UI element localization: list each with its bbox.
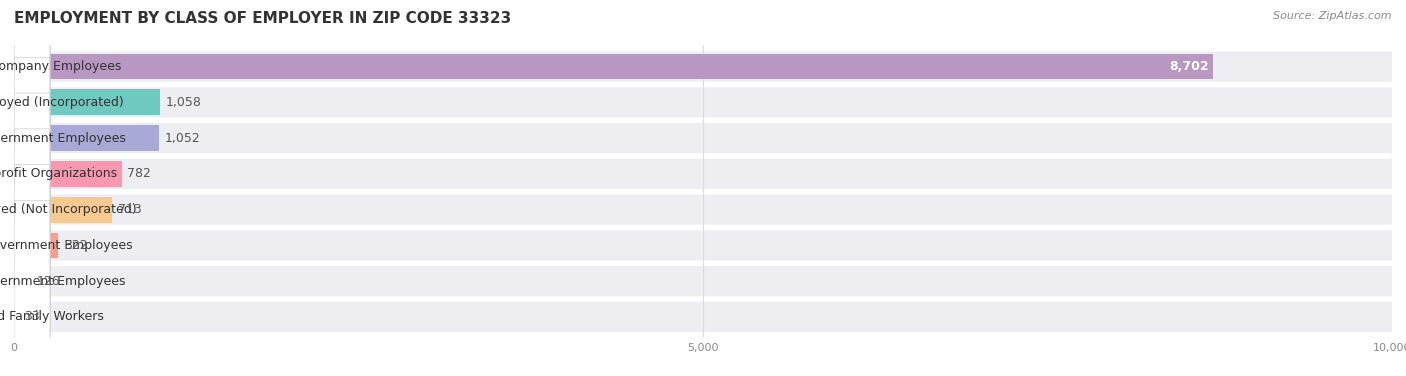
FancyBboxPatch shape — [14, 0, 51, 183]
FancyBboxPatch shape — [14, 302, 1392, 332]
FancyBboxPatch shape — [14, 57, 51, 290]
Bar — [14, 197, 112, 223]
Text: State Government Employees: State Government Employees — [0, 275, 125, 288]
Text: Federal Government Employees: Federal Government Employees — [0, 239, 132, 252]
Text: Source: ZipAtlas.com: Source: ZipAtlas.com — [1274, 11, 1392, 21]
Bar — [14, 304, 18, 330]
Text: Private Company Employees: Private Company Employees — [0, 60, 122, 73]
FancyBboxPatch shape — [14, 21, 51, 255]
Text: 1,058: 1,058 — [166, 96, 201, 109]
Text: Self-Employed (Incorporated): Self-Employed (Incorporated) — [0, 96, 124, 109]
FancyBboxPatch shape — [14, 266, 1392, 296]
Bar — [14, 125, 159, 151]
Text: Not-for-profit Organizations: Not-for-profit Organizations — [0, 167, 118, 180]
FancyBboxPatch shape — [14, 159, 1392, 189]
Text: EMPLOYMENT BY CLASS OF EMPLOYER IN ZIP CODE 33323: EMPLOYMENT BY CLASS OF EMPLOYER IN ZIP C… — [14, 11, 512, 26]
FancyBboxPatch shape — [14, 0, 51, 219]
FancyBboxPatch shape — [14, 129, 51, 362]
Text: Unpaid Family Workers: Unpaid Family Workers — [0, 311, 104, 323]
Text: Local Government Employees: Local Government Employees — [0, 132, 125, 145]
Text: 33: 33 — [24, 311, 39, 323]
Bar — [14, 161, 122, 187]
FancyBboxPatch shape — [14, 165, 51, 376]
Text: 782: 782 — [128, 167, 152, 180]
FancyBboxPatch shape — [14, 93, 51, 326]
FancyBboxPatch shape — [14, 123, 1392, 153]
FancyBboxPatch shape — [14, 230, 1392, 261]
Bar — [14, 54, 1213, 79]
Bar — [14, 89, 160, 115]
Text: 322: 322 — [63, 239, 87, 252]
Bar — [14, 232, 59, 258]
Text: 126: 126 — [37, 275, 60, 288]
Text: 713: 713 — [118, 203, 142, 216]
Text: Self-Employed (Not Incorporated): Self-Employed (Not Incorporated) — [0, 203, 136, 216]
FancyBboxPatch shape — [14, 52, 1392, 82]
FancyBboxPatch shape — [14, 200, 51, 376]
Text: 8,702: 8,702 — [1170, 60, 1209, 73]
FancyBboxPatch shape — [14, 195, 1392, 225]
Text: 1,052: 1,052 — [165, 132, 200, 145]
Bar — [14, 268, 31, 294]
FancyBboxPatch shape — [14, 87, 1392, 117]
